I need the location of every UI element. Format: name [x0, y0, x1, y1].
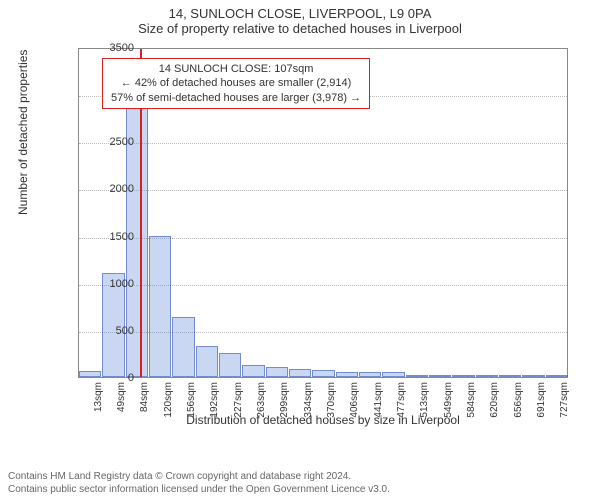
y-tick-label: 500 — [94, 325, 134, 337]
histogram-bar — [172, 317, 194, 377]
page-subtitle: Size of property relative to detached ho… — [0, 21, 600, 40]
histogram-bar — [522, 375, 544, 377]
x-tick-label: 406sqm — [349, 382, 360, 418]
x-tick-label: 49sqm — [116, 382, 127, 412]
x-tick-label: 299sqm — [279, 382, 290, 418]
histogram-bar — [499, 375, 521, 377]
x-tick-label: 227sqm — [233, 382, 244, 418]
x-tick-label: 263sqm — [256, 382, 267, 418]
histogram-bar — [546, 375, 568, 377]
x-tick-label: 691sqm — [536, 382, 547, 418]
page-title: 14, SUNLOCH CLOSE, LIVERPOOL, L9 0PA — [0, 0, 600, 21]
histogram-bar — [429, 375, 451, 377]
x-tick-label: 513sqm — [419, 382, 430, 418]
histogram-bar — [149, 236, 171, 377]
gridline — [79, 143, 567, 144]
histogram-bar — [382, 372, 404, 377]
x-tick-label: 441sqm — [373, 382, 384, 418]
histogram-bar — [336, 372, 358, 377]
footer-line-2: Contains public sector information licen… — [8, 483, 592, 496]
histogram-bar — [312, 370, 334, 377]
x-tick-label: 584sqm — [466, 382, 477, 418]
x-tick-label: 656sqm — [513, 382, 524, 418]
x-tick-label: 156sqm — [186, 382, 197, 418]
x-tick-label: 334sqm — [303, 382, 314, 418]
histogram-bar — [266, 367, 288, 377]
x-tick-label: 370sqm — [326, 382, 337, 418]
histogram-bar — [219, 353, 241, 378]
histogram-bar — [196, 346, 218, 377]
annotation-line3: 57% of semi-detached houses are larger (… — [111, 91, 361, 105]
annotation-line2: ← 42% of detached houses are smaller (2,… — [111, 76, 361, 90]
x-tick-label: 620sqm — [489, 382, 500, 418]
footer-line-1: Contains HM Land Registry data © Crown c… — [8, 470, 592, 483]
histogram-bar — [242, 365, 264, 377]
y-tick-label: 3500 — [94, 42, 134, 54]
x-tick-label: 13sqm — [93, 382, 104, 412]
chart-container: Number of detached properties Distributi… — [30, 40, 582, 425]
gridline — [79, 190, 567, 191]
x-tick-label: 477sqm — [396, 382, 407, 418]
histogram-bar — [289, 369, 311, 377]
y-tick-label: 1000 — [94, 278, 134, 290]
histogram-bar — [406, 375, 428, 377]
x-tick-label: 120sqm — [163, 382, 174, 418]
x-tick-label: 192sqm — [209, 382, 220, 418]
x-tick-label: 549sqm — [443, 382, 454, 418]
y-axis-label: Number of detached properties — [16, 50, 30, 215]
y-tick-label: 1500 — [94, 231, 134, 243]
annotation-box: 14 SUNLOCH CLOSE: 107sqm← 42% of detache… — [102, 58, 370, 109]
histogram-bar — [476, 375, 498, 377]
y-tick-label: 2500 — [94, 136, 134, 148]
footer: Contains HM Land Registry data © Crown c… — [8, 470, 592, 496]
annotation-line1: 14 SUNLOCH CLOSE: 107sqm — [111, 62, 361, 76]
x-tick-label: 84sqm — [139, 382, 150, 412]
x-tick-label: 727sqm — [559, 382, 570, 418]
histogram-bar — [359, 372, 381, 377]
y-tick-label: 2000 — [94, 183, 134, 195]
histogram-bar — [452, 375, 474, 377]
